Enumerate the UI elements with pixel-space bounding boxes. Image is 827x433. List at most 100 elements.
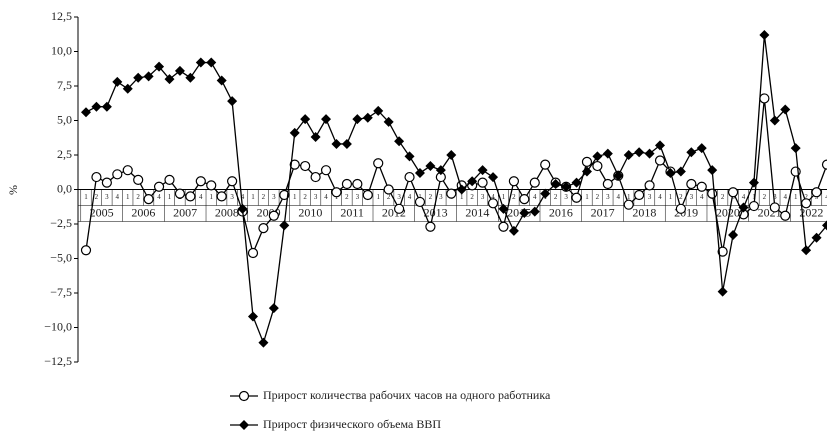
point <box>206 57 217 68</box>
point <box>174 188 186 199</box>
x-tick-label: 3 <box>773 193 777 201</box>
point <box>780 210 791 221</box>
x-tick-label: 4 <box>700 193 704 201</box>
point <box>822 220 827 231</box>
point <box>696 181 707 192</box>
y-axis-label: % <box>6 185 20 195</box>
point <box>655 140 666 151</box>
point <box>164 74 175 85</box>
point <box>373 105 384 116</box>
legend-marker <box>239 420 249 430</box>
point <box>498 221 509 232</box>
legend-marker <box>238 390 250 402</box>
point <box>675 166 686 177</box>
point <box>341 178 353 190</box>
point <box>540 159 551 170</box>
point <box>195 57 206 68</box>
x-tick-label: 4 <box>241 193 245 201</box>
point <box>331 138 342 149</box>
point <box>154 61 165 72</box>
point <box>81 107 91 118</box>
point <box>227 96 238 107</box>
point <box>602 148 613 159</box>
x-tick-label: 3 <box>564 193 568 201</box>
point <box>769 115 780 126</box>
point <box>383 184 394 195</box>
point <box>811 232 822 243</box>
point <box>508 176 520 187</box>
year-label: 2007 <box>173 205 197 219</box>
year-label: 2016 <box>549 205 573 219</box>
x-tick-label: 3 <box>230 193 234 201</box>
x-tick-label: 1 <box>376 193 380 201</box>
point <box>331 187 342 198</box>
y-tick-label: 2,5 <box>57 147 72 161</box>
point <box>122 165 133 176</box>
point <box>748 200 760 212</box>
point <box>634 147 645 158</box>
point <box>727 187 739 198</box>
x-tick-label: 3 <box>314 193 318 201</box>
y-tick-label: 5,0 <box>57 112 72 126</box>
point <box>769 202 780 213</box>
x-tick-label: 3 <box>690 193 694 201</box>
point <box>164 174 175 185</box>
x-tick-label: 1 <box>794 193 798 201</box>
point <box>383 116 394 127</box>
point <box>112 76 123 87</box>
point <box>216 191 227 202</box>
x-tick-label: 1 <box>293 193 297 201</box>
point <box>540 188 551 199</box>
point <box>310 132 321 143</box>
x-tick-label: 4 <box>825 193 827 201</box>
x-tick-label: 2 <box>303 193 307 201</box>
point <box>268 303 279 314</box>
point <box>654 155 666 166</box>
point <box>373 158 384 169</box>
point <box>425 221 436 232</box>
x-tick-label: 2 <box>345 193 349 201</box>
x-tick-label: 2 <box>387 193 391 201</box>
point <box>571 192 582 203</box>
y-tick-label: 12,5 <box>51 9 72 23</box>
point <box>550 178 561 189</box>
x-tick-label: 4 <box>533 193 537 201</box>
y-tick-label: 7,5 <box>57 78 72 92</box>
x-tick-label: 1 <box>502 193 506 201</box>
point <box>425 161 436 172</box>
point <box>801 245 812 256</box>
y-tick-label: 10,0 <box>51 43 72 57</box>
point <box>237 203 248 214</box>
series-line <box>85 98 827 256</box>
point <box>801 198 812 209</box>
x-tick-label: 3 <box>397 193 401 201</box>
x-tick-label: 3 <box>356 193 360 201</box>
x-tick-label: 4 <box>324 193 328 201</box>
x-tick-label: 2 <box>721 193 725 201</box>
point <box>487 198 499 209</box>
point <box>623 199 634 210</box>
point <box>279 189 290 201</box>
point <box>122 83 133 94</box>
y-tick-label: −12,5 <box>44 354 72 368</box>
point <box>185 191 196 202</box>
point <box>581 156 593 167</box>
x-tick-label: 2 <box>512 193 516 201</box>
point <box>571 177 582 188</box>
point <box>456 184 467 195</box>
point <box>592 151 603 162</box>
point <box>748 177 759 188</box>
x-tick-label: 4 <box>116 193 120 201</box>
x-tick-label: 4 <box>157 193 161 201</box>
y-tick-label: −7,5 <box>50 285 72 299</box>
point <box>258 223 269 234</box>
point <box>91 171 102 183</box>
point <box>80 245 92 256</box>
point <box>634 189 645 201</box>
point <box>821 159 827 170</box>
x-tick-label: 2 <box>596 193 600 201</box>
x-tick-label: 1 <box>669 193 673 201</box>
point <box>759 93 770 104</box>
x-tick-label: 2 <box>763 193 767 201</box>
x-tick-label: 3 <box>648 193 652 201</box>
